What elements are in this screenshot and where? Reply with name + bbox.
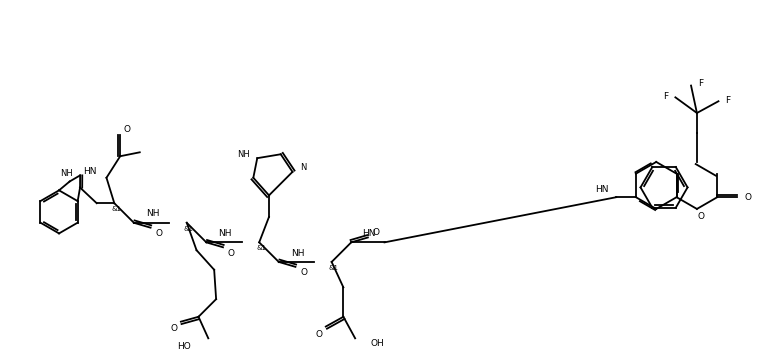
Text: NH: NH (218, 229, 231, 238)
Text: HN: HN (595, 185, 608, 194)
Text: O: O (124, 125, 131, 134)
Text: O: O (156, 229, 163, 238)
Text: NH: NH (290, 249, 304, 258)
Text: &1: &1 (183, 226, 194, 232)
Text: HO: HO (177, 342, 190, 351)
Text: O: O (745, 193, 752, 202)
Text: O: O (316, 330, 323, 339)
Text: N: N (300, 163, 307, 172)
Text: O: O (300, 268, 307, 277)
Text: O: O (228, 249, 235, 258)
Text: HN: HN (83, 168, 97, 176)
Text: O: O (697, 212, 704, 221)
Text: F: F (725, 96, 731, 105)
Text: HN: HN (362, 229, 375, 238)
Text: O: O (373, 228, 380, 237)
Text: OH: OH (371, 339, 385, 348)
Text: NH: NH (60, 169, 73, 178)
Text: &1: &1 (111, 206, 122, 212)
Text: F: F (698, 79, 703, 88)
Text: O: O (170, 324, 177, 333)
Text: NH: NH (146, 209, 159, 219)
Text: NH: NH (237, 150, 249, 159)
Text: &1: &1 (329, 265, 338, 271)
Text: F: F (663, 92, 669, 101)
Text: &1: &1 (256, 245, 266, 251)
